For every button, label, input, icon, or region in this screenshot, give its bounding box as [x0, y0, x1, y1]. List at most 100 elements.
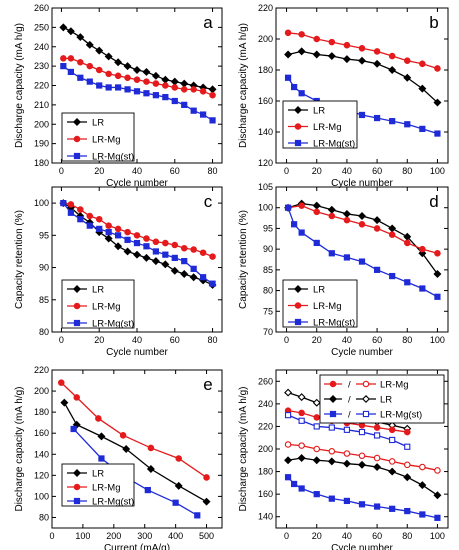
legend-label: LR — [92, 469, 104, 480]
y-tick-label: 200 — [258, 34, 273, 44]
panel-label: e — [203, 375, 212, 394]
data-point — [70, 425, 77, 433]
data-point — [96, 82, 103, 89]
y-tick-label: 80 — [263, 286, 273, 296]
series-2 — [70, 425, 201, 519]
series-0 — [284, 199, 442, 278]
data-point — [327, 52, 336, 61]
data-point — [284, 412, 292, 419]
y-tick-label: 140 — [258, 127, 273, 137]
x-tick-label: 0 — [284, 166, 289, 176]
x-tick-label: 20 — [312, 531, 322, 541]
legend-label: LR — [92, 285, 104, 296]
data-point — [312, 456, 321, 465]
x-tick-label: 0 — [59, 335, 64, 345]
data-point — [373, 216, 382, 225]
x-axis-label: Cycle number — [106, 178, 168, 189]
data-point — [209, 253, 216, 260]
panel-label: d — [429, 192, 438, 211]
data-point — [297, 393, 306, 402]
y-tick-label: 105 — [258, 182, 273, 192]
data-point — [86, 222, 93, 229]
legend-marker — [73, 469, 81, 477]
plot-frame — [275, 7, 449, 164]
data-point — [284, 441, 292, 448]
panel-label: b — [429, 13, 438, 32]
data-point — [434, 250, 441, 257]
data-point — [190, 86, 197, 93]
panel-e: 0 100 200 300 400 500 80 100 120 140 160 180 200 220 C… — [14, 365, 223, 550]
data-point — [162, 251, 169, 258]
data-point — [403, 73, 412, 82]
legend-marker — [329, 395, 337, 403]
y-tick-label: 95 — [263, 223, 273, 233]
y-tick-label: 90 — [263, 244, 273, 254]
data-point — [328, 38, 336, 46]
data-point — [433, 98, 442, 107]
data-point — [343, 426, 351, 433]
x-tick-label: 40 — [132, 166, 142, 176]
legend-label: LR-Mg — [92, 135, 121, 146]
data-point — [313, 35, 321, 43]
data-point — [199, 249, 207, 257]
data-point — [143, 235, 150, 242]
plot-frame — [51, 369, 223, 529]
data-point — [124, 236, 131, 243]
legend: LR LR-Mg LR-Mg(st) — [282, 100, 358, 150]
series-line — [60, 382, 207, 478]
legend-marker — [294, 302, 302, 309]
data-point — [175, 455, 182, 462]
x-tick-label: 0 — [49, 531, 54, 541]
data-point — [200, 274, 207, 281]
x-tick-label: 80 — [402, 335, 412, 345]
y-axis-label: Discharge capacity (mA h/g) — [14, 23, 25, 148]
data-point — [404, 443, 411, 450]
y-tick-label: 180 — [258, 467, 273, 477]
series-1 — [60, 199, 216, 260]
y-tick-label: 120 — [34, 470, 49, 480]
data-point — [190, 107, 197, 114]
data-point — [328, 424, 335, 431]
x-tick-label: 400 — [168, 531, 183, 541]
y-tick-label: 140 — [258, 512, 273, 522]
y-tick-label: 180 — [34, 407, 49, 417]
data-point — [76, 33, 85, 42]
data-point — [433, 491, 442, 500]
legend-label: LR-Mg(st) — [92, 497, 134, 508]
y-axis-label: Capacity retention (%) — [14, 210, 25, 309]
legend-marker — [73, 118, 81, 126]
data-point — [297, 454, 306, 463]
legend-label: LR-Mg — [92, 302, 121, 313]
y-tick-label: 140 — [34, 449, 49, 459]
data-point — [95, 46, 104, 55]
data-point — [143, 90, 150, 97]
data-point — [312, 201, 321, 210]
x-tick-label: 0 — [284, 531, 289, 541]
data-point — [200, 111, 207, 118]
data-point — [342, 209, 351, 218]
legend-label: LR-Mg(st) — [313, 318, 355, 329]
y-tick-label: 210 — [34, 100, 49, 110]
legend: LR LR-Mg LR-Mg(st) — [61, 279, 135, 330]
x-tick-label: 60 — [372, 531, 382, 541]
plot-frame — [275, 186, 449, 333]
data-point — [77, 58, 84, 66]
data-point — [161, 260, 170, 269]
y-tick-label: 240 — [258, 399, 273, 409]
data-point — [290, 83, 298, 91]
data-point — [419, 125, 426, 133]
x-tick-label: 40 — [342, 335, 352, 345]
data-point — [104, 234, 113, 243]
data-point — [404, 279, 411, 286]
data-point — [389, 272, 396, 280]
panel-a: 0 20 40 60 80 180 190 200 210 220 230 240 250 260 Cycl… — [14, 3, 223, 189]
y-tick-label: 100 — [258, 203, 273, 213]
data-point — [373, 48, 381, 55]
legend-label: LR — [313, 106, 325, 117]
data-point — [433, 270, 442, 278]
data-point — [389, 118, 396, 125]
x-tick-label: 20 — [94, 166, 104, 176]
x-axis-label: Current (mA/g) — [104, 543, 170, 550]
x-tick-label: 20 — [312, 335, 322, 345]
data-point — [124, 228, 131, 236]
